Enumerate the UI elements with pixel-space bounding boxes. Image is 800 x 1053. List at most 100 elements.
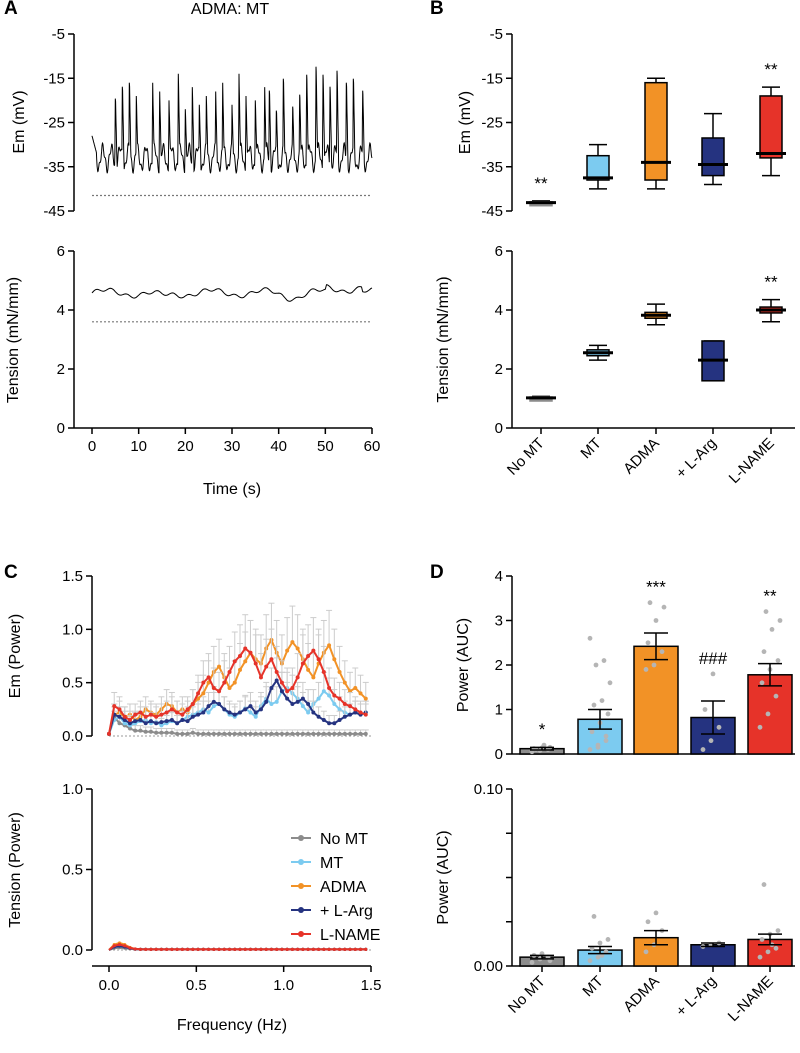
panel-a-em-chart: ADMA: MT -5 -15 -25 -35 -45 Em (mV): [11, 1, 373, 220]
y-tick-label: 2: [57, 361, 65, 378]
series-point: [269, 731, 274, 736]
box-l-name: **: [756, 60, 786, 177]
y-axis-title: Tension (mN/mm): [435, 276, 452, 402]
box-l-name: **: [756, 273, 786, 323]
series-point: [248, 731, 253, 736]
series-point: [248, 650, 253, 655]
series-point: [133, 728, 138, 733]
series-point: [353, 731, 358, 736]
series-point: [306, 710, 311, 715]
series-point: [332, 693, 337, 698]
y-tick-label: 4: [495, 302, 503, 319]
series-point: [295, 675, 300, 680]
data-point: [653, 618, 659, 623]
x-category-label: + L-Arg: [673, 435, 720, 482]
legend-entry: No MT: [291, 831, 368, 848]
legend-swatch-dot: [298, 907, 304, 913]
y-tick-label: -15: [481, 70, 503, 87]
data-point: [529, 960, 535, 965]
y-tick-label: 0.10: [474, 781, 503, 798]
data-point: [716, 724, 722, 730]
bar-l-name: [747, 882, 793, 967]
series-point: [180, 718, 185, 722]
y-tick-label: 0.0: [62, 728, 83, 745]
series-point: [327, 947, 331, 951]
box-mt: [583, 344, 613, 361]
data-point: [645, 919, 651, 925]
data-point: [761, 649, 767, 655]
x-category-label: ADMA: [620, 435, 663, 478]
x-tick-label: 50: [317, 438, 334, 455]
series-point: [201, 710, 206, 715]
series-point: [327, 643, 332, 648]
series-point: [358, 947, 363, 951]
series-point: [306, 702, 311, 706]
data-point: [595, 744, 601, 750]
series-point: [264, 699, 269, 704]
series-point: [337, 696, 342, 701]
series-point: [154, 721, 159, 726]
x-category-label: L-NAME: [725, 973, 777, 1025]
series-point: [363, 712, 368, 717]
series-point: [295, 699, 300, 704]
series-point: [165, 947, 169, 951]
series-point: [159, 730, 164, 735]
series-point: [279, 689, 284, 694]
y-tick-label: 2: [495, 657, 503, 674]
series-point: [201, 947, 205, 951]
series-point: [232, 731, 237, 736]
series-point: [306, 947, 310, 951]
series-point: [274, 670, 279, 674]
x-tick-label: 0: [88, 438, 96, 455]
y-tick-label: 4: [57, 302, 65, 319]
y-tick-label: 0.00: [474, 958, 503, 975]
y-tick-label: 1.5: [62, 568, 83, 585]
significance-label: **: [764, 273, 778, 292]
legend-label: ADMA: [320, 879, 367, 896]
series-point: [285, 731, 290, 736]
data-point: [653, 910, 659, 916]
series-point: [296, 947, 300, 951]
series-point: [279, 680, 284, 685]
y-tick-label: 0.5: [62, 675, 83, 692]
data-point: [591, 914, 597, 919]
legend-label: + L-Arg: [320, 903, 373, 920]
series-point: [175, 710, 180, 715]
series-point: [311, 675, 316, 680]
data-point: [769, 627, 775, 632]
series-point: [238, 731, 242, 736]
data-point: [587, 635, 593, 641]
legend: No MT MT ADMA + L-Arg L-NAME: [291, 831, 380, 944]
y-tick-label: 1.0: [62, 781, 83, 798]
data-point: [601, 658, 607, 663]
series-point: [143, 714, 148, 719]
data-point: [759, 680, 765, 686]
series-no-mt: [107, 706, 369, 736]
series-point: [154, 947, 158, 951]
series-point: [290, 686, 295, 690]
x-tick-label: 30: [224, 438, 241, 455]
data-point: [661, 604, 667, 610]
data-point: [605, 711, 611, 717]
series-point: [358, 710, 363, 715]
y-tick-label: -25: [481, 115, 503, 132]
y-tick-label: 0.0: [62, 942, 83, 959]
legend-entry: ADMA: [291, 879, 367, 896]
significance-label: ***: [646, 578, 666, 597]
significance-label: **: [764, 60, 778, 79]
y-tick-label: -5: [490, 26, 503, 43]
series-point: [332, 947, 336, 951]
series-point: [144, 947, 148, 951]
series-point: [301, 947, 305, 951]
significance-label: **: [763, 587, 777, 606]
series-point: [117, 721, 122, 726]
data-point: [773, 945, 779, 951]
series-point: [227, 947, 232, 951]
series-point: [337, 731, 342, 736]
data-point: [759, 937, 765, 942]
series-point: [148, 712, 153, 717]
series-point: [253, 710, 258, 715]
series-point: [123, 944, 127, 948]
y-tick-label: -35: [481, 159, 503, 176]
series-point: [159, 712, 164, 717]
